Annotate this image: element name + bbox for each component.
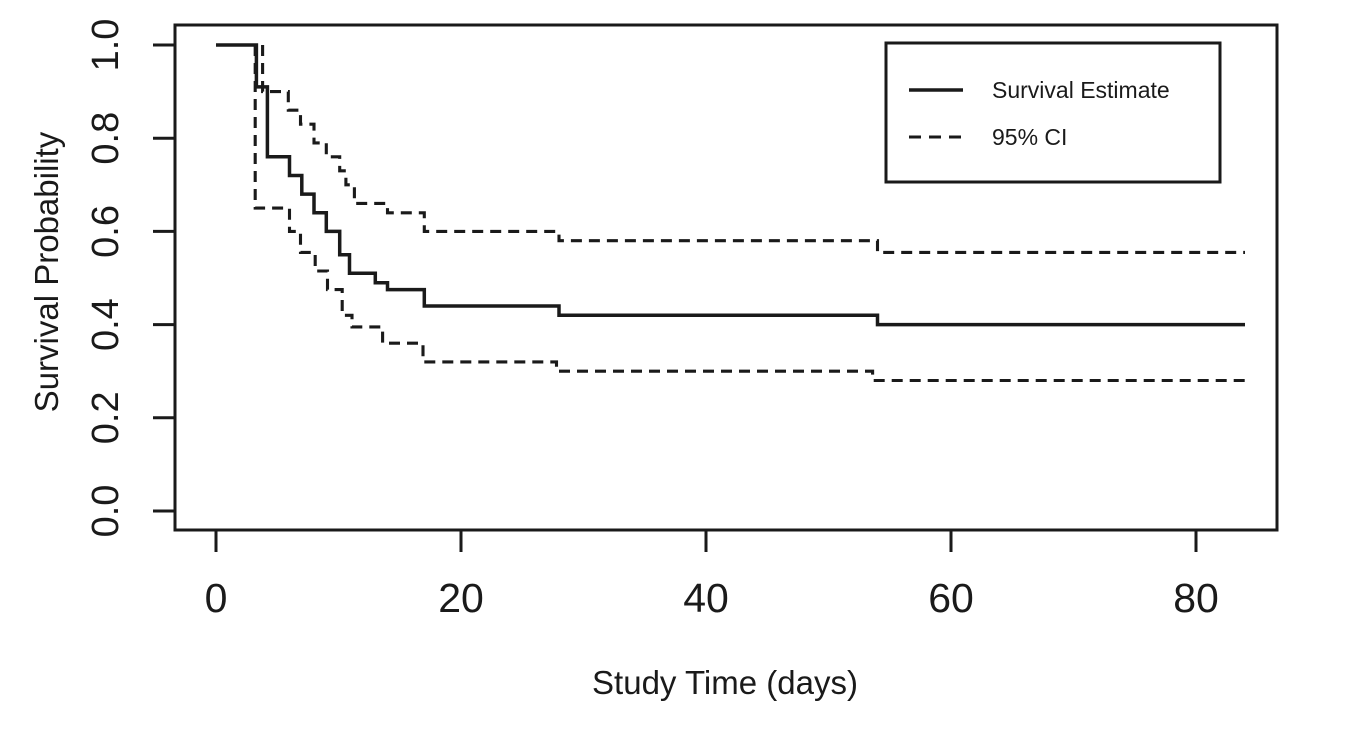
legend-label: 95% CI — [992, 124, 1067, 150]
x-tick-label: 60 — [928, 575, 974, 621]
survival-curve — [216, 43, 1245, 327]
x-tick-label: 80 — [1173, 575, 1219, 621]
x-tick-label: 40 — [683, 575, 729, 621]
y-tick-label: 0.2 — [85, 391, 127, 444]
legend-box — [884, 41, 1222, 184]
plot-box — [173, 23, 1279, 532]
y-tick-label: 0.0 — [85, 485, 127, 538]
y-tick-label: 0.8 — [85, 112, 127, 165]
y-axis-title: Survival Probability — [28, 131, 65, 412]
y-tick-label: 0.4 — [85, 298, 127, 351]
ci-lower-curve — [253, 45, 1245, 383]
y-tick-label: 0.6 — [85, 205, 127, 258]
x-axis-title: Study Time (days) — [592, 664, 858, 701]
x-tick-label: 20 — [438, 575, 484, 621]
y-tick-label: 1.0 — [85, 19, 127, 72]
legend-label: Survival Estimate — [992, 77, 1170, 103]
x-tick-label: 0 — [205, 575, 228, 621]
